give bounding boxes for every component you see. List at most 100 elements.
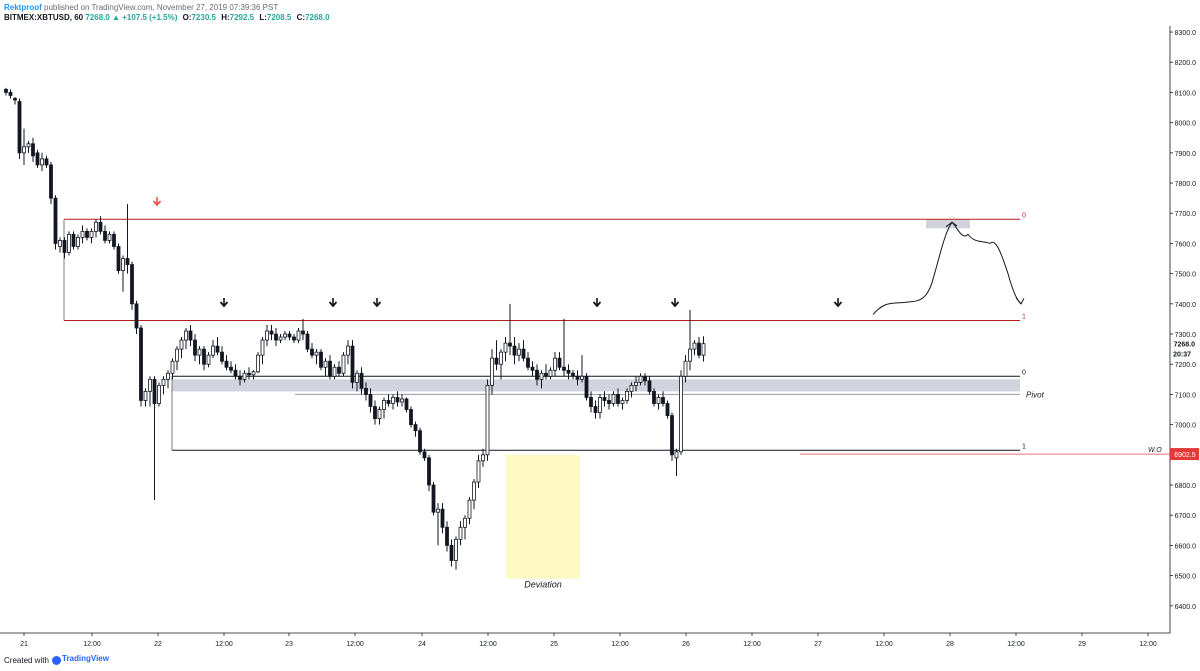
candle <box>670 412 674 461</box>
candle <box>319 349 323 371</box>
candle <box>553 352 557 377</box>
candle <box>458 521 463 546</box>
candle-body <box>89 230 94 238</box>
author-name[interactable]: Rektproof <box>4 3 42 12</box>
arrow-head <box>219 301 229 308</box>
candle-body <box>71 233 76 247</box>
price-change: ▲ +107.5 (+1.5%) <box>112 13 178 22</box>
candle-body <box>584 375 589 398</box>
candle-body <box>679 375 683 453</box>
projection-arrow-icon <box>945 221 958 228</box>
candle <box>251 370 256 380</box>
candle <box>490 349 494 395</box>
tradingview-brand[interactable]: TradingView <box>62 654 109 663</box>
symbol-name[interactable]: BITMEX:XBTUSD, 60 <box>4 13 84 22</box>
candle <box>674 448 679 476</box>
candle-body <box>647 380 652 392</box>
candle-body <box>548 369 553 377</box>
candle <box>620 397 625 410</box>
candle <box>571 370 575 380</box>
price-chart[interactable]: 0 1 0 1 Pivot W.O Deviation 6400.0 6500.0 6600.… <box>0 0 1200 651</box>
candle-body <box>238 375 242 380</box>
candle <box>692 340 697 356</box>
candle-body <box>301 330 305 335</box>
y-tick-label: 7400.0 <box>1175 302 1197 309</box>
candle <box>548 367 553 380</box>
x-tick-label: 27 <box>814 641 822 648</box>
arrow-head <box>372 301 382 308</box>
x-tick-label: 29 <box>1078 641 1086 648</box>
candle-body <box>161 378 166 386</box>
candle-body <box>454 538 458 561</box>
candle <box>481 448 485 467</box>
candle-body <box>292 336 296 341</box>
candle <box>400 394 404 407</box>
candle-body <box>283 333 287 338</box>
candle <box>62 237 67 259</box>
candle-body <box>467 499 472 519</box>
candle-body <box>643 375 647 382</box>
candle-body <box>701 343 706 356</box>
low-label: L: <box>259 13 267 22</box>
x-tick-label: 12:00 <box>83 641 101 648</box>
candle-body <box>166 372 170 380</box>
candle-body <box>472 481 476 501</box>
candle-body <box>202 348 206 365</box>
candle-body <box>499 351 503 365</box>
candle <box>166 370 170 389</box>
candle <box>665 400 670 419</box>
candle <box>422 448 427 461</box>
y-tick-label: 7800.0 <box>1175 181 1197 188</box>
candle-body <box>274 333 278 341</box>
candle <box>508 303 512 356</box>
candle <box>499 349 503 380</box>
candle-body <box>440 508 445 528</box>
y-tick-label: 7000.0 <box>1175 423 1197 430</box>
candle <box>314 349 319 365</box>
candle <box>454 536 458 570</box>
candle <box>589 391 593 413</box>
resistance-fib-0: 0 <box>1022 212 1026 219</box>
candle <box>697 337 701 359</box>
close-value: 7268.0 <box>305 13 330 22</box>
pivot-zone <box>172 379 1020 392</box>
candle-body <box>382 400 386 410</box>
y-tick-label: 6500.0 <box>1175 574 1197 581</box>
candle <box>98 216 103 235</box>
candle <box>125 204 130 274</box>
rejection-arrow-icon <box>592 298 602 308</box>
candle-body <box>391 397 395 404</box>
candle <box>139 324 143 407</box>
candle <box>652 388 656 407</box>
chart-header: Rektproof published on TradingView.com, … <box>0 0 1200 26</box>
candle <box>539 370 544 389</box>
candle-body <box>112 233 116 247</box>
candle <box>544 364 548 380</box>
candle-body <box>508 342 512 347</box>
candle <box>211 340 215 359</box>
candle-body <box>310 348 314 356</box>
rejection-arrow-icon <box>670 298 680 308</box>
candle-body <box>17 101 22 154</box>
deviation-zone <box>506 454 580 579</box>
candle-body <box>458 526 463 540</box>
candle <box>418 427 422 455</box>
candle-body <box>40 158 44 166</box>
candle <box>233 364 238 380</box>
candle-body <box>652 391 656 404</box>
candle-body <box>188 330 193 341</box>
candle-body <box>634 381 638 386</box>
close-label: C: <box>296 13 306 22</box>
candle-body <box>616 394 620 404</box>
candle <box>607 394 611 410</box>
current-price-label: 7268.0 <box>1174 342 1196 349</box>
candle <box>566 364 571 380</box>
deviation-label: Deviation <box>524 580 562 590</box>
candle <box>274 327 278 347</box>
candle <box>350 340 355 389</box>
candle-body <box>629 384 634 392</box>
candle <box>395 391 400 407</box>
candle <box>449 539 454 567</box>
candle-body <box>328 360 332 377</box>
plot-background <box>0 26 1200 633</box>
